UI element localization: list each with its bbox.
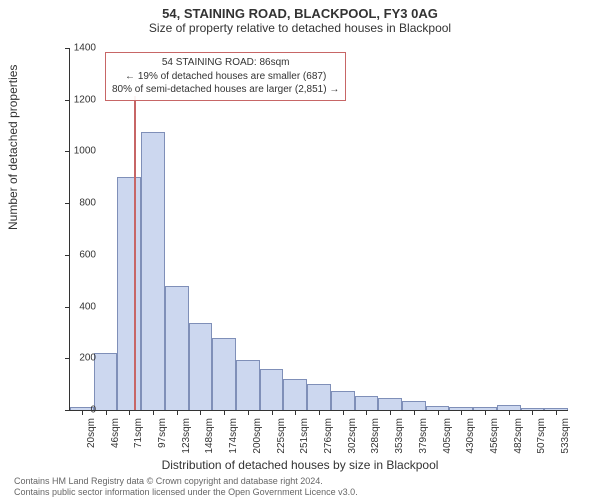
annotation-line-1: 54 STAINING ROAD: 86sqm xyxy=(112,56,339,70)
y-axis-label: Number of detached properties xyxy=(6,65,20,230)
y-tick-label: 0 xyxy=(56,405,96,416)
chart-title: 54, STAINING ROAD, BLACKPOOL, FY3 0AG xyxy=(0,0,600,21)
x-tick xyxy=(153,410,154,415)
bar xyxy=(236,360,260,410)
x-tick-label: 20sqm xyxy=(86,418,97,464)
x-tick-label: 200sqm xyxy=(252,418,263,464)
y-tick-label: 600 xyxy=(56,249,96,260)
annotation-line-2: ← 19% of detached houses are smaller (68… xyxy=(112,70,339,84)
x-tick-label: 302sqm xyxy=(347,418,358,464)
footer-line-1: Contains HM Land Registry data © Crown c… xyxy=(14,476,358,487)
x-tick xyxy=(556,410,557,415)
x-tick xyxy=(248,410,249,415)
x-tick-label: 430sqm xyxy=(465,418,476,464)
x-tick-label: 46sqm xyxy=(110,418,121,464)
x-tick-label: 174sqm xyxy=(228,418,239,464)
footer-line-2: Contains public sector information licen… xyxy=(14,487,358,498)
x-tick-label: 276sqm xyxy=(323,418,334,464)
marker-line xyxy=(134,96,136,410)
bar xyxy=(141,132,165,410)
plot-area: 54 STAINING ROAD: 86sqm← 19% of detached… xyxy=(70,48,568,410)
x-tick-label: 328sqm xyxy=(370,418,381,464)
bar xyxy=(117,177,141,410)
x-tick xyxy=(319,410,320,415)
x-tick xyxy=(272,410,273,415)
x-tick xyxy=(106,410,107,415)
x-tick-label: 507sqm xyxy=(536,418,547,464)
bar xyxy=(355,396,379,410)
x-tick-label: 456sqm xyxy=(489,418,500,464)
x-tick-label: 123sqm xyxy=(181,418,192,464)
x-tick-label: 71sqm xyxy=(133,418,144,464)
annotation-line-3: 80% of semi-detached houses are larger (… xyxy=(112,83,339,97)
x-tick-label: 482sqm xyxy=(513,418,524,464)
bar xyxy=(165,286,189,410)
y-tick-label: 1200 xyxy=(56,94,96,105)
x-tick xyxy=(295,410,296,415)
bar xyxy=(331,391,355,410)
footer-attribution: Contains HM Land Registry data © Crown c… xyxy=(14,476,358,499)
x-tick xyxy=(509,410,510,415)
bar xyxy=(307,384,331,410)
x-tick xyxy=(224,410,225,415)
x-tick-label: 353sqm xyxy=(394,418,405,464)
x-tick xyxy=(461,410,462,415)
bar xyxy=(212,338,236,410)
x-tick xyxy=(366,410,367,415)
y-tick-label: 200 xyxy=(56,353,96,364)
bar xyxy=(189,323,213,410)
y-tick-label: 400 xyxy=(56,301,96,312)
x-tick-label: 148sqm xyxy=(204,418,215,464)
bar xyxy=(260,369,284,410)
x-tick-label: 97sqm xyxy=(157,418,168,464)
x-tick xyxy=(414,410,415,415)
x-tick xyxy=(485,410,486,415)
bar xyxy=(94,353,118,410)
x-tick-label: 405sqm xyxy=(442,418,453,464)
x-tick xyxy=(177,410,178,415)
x-tick-label: 225sqm xyxy=(276,418,287,464)
x-tick-label: 379sqm xyxy=(418,418,429,464)
bar xyxy=(402,401,426,410)
y-tick-label: 1400 xyxy=(56,43,96,54)
chart-container: 54, STAINING ROAD, BLACKPOOL, FY3 0AG Si… xyxy=(0,0,600,500)
x-tick-label: 251sqm xyxy=(299,418,310,464)
x-tick xyxy=(200,410,201,415)
plot: 54 STAINING ROAD: 86sqm← 19% of detached… xyxy=(70,48,568,410)
y-tick-label: 1000 xyxy=(56,146,96,157)
y-tick-label: 800 xyxy=(56,198,96,209)
x-tick xyxy=(343,410,344,415)
x-tick xyxy=(438,410,439,415)
annotation-box: 54 STAINING ROAD: 86sqm← 19% of detached… xyxy=(105,52,346,101)
bar xyxy=(283,379,307,410)
x-tick xyxy=(532,410,533,415)
x-tick xyxy=(390,410,391,415)
x-tick-label: 533sqm xyxy=(560,418,571,464)
chart-subtitle: Size of property relative to detached ho… xyxy=(0,21,600,39)
bar xyxy=(378,398,402,410)
x-tick xyxy=(129,410,130,415)
